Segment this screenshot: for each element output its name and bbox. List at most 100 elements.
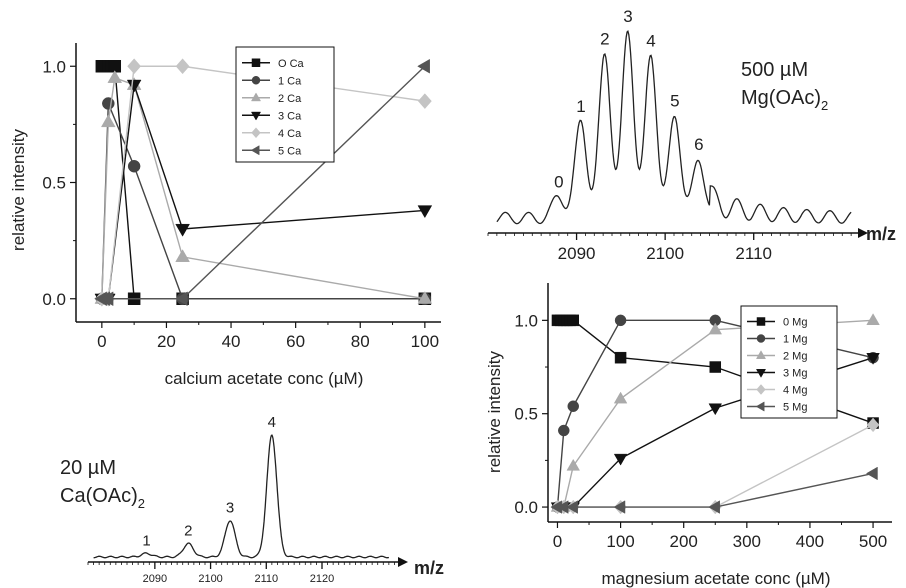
- ca-titration-ticks: 0 20 40 60 80 100 0.0 0.5 1.0: [42, 57, 439, 351]
- series-5-mg: [550, 466, 878, 514]
- data-point: [566, 500, 578, 514]
- mg-spectrum-mz-label: m/z: [866, 224, 896, 244]
- data-point: [613, 391, 628, 404]
- legend-marker: [755, 350, 767, 359]
- x-tick-label: 60: [286, 332, 305, 351]
- legend-label: 2 Mg: [783, 351, 807, 363]
- mz-tick-label: 2090: [143, 573, 167, 585]
- peak-label: 1: [142, 532, 150, 549]
- mz-tick-label: 2110: [735, 244, 772, 263]
- series-line: [557, 424, 874, 508]
- legend-entry: 1 Mg: [747, 334, 807, 346]
- peak-label: 6: [694, 135, 703, 154]
- legend-label: 4 Mg: [783, 385, 807, 397]
- data-point: [613, 453, 628, 466]
- legend-marker: [251, 76, 261, 85]
- data-point: [614, 314, 627, 327]
- ca-spectrum-axis: 2090 2100 2110 2120: [87, 557, 408, 585]
- mz-tick-label: 2090: [558, 244, 596, 263]
- x-tick-label: 0: [553, 532, 562, 551]
- x-tick-label: 400: [796, 532, 824, 551]
- mz-tick-label: 2100: [646, 244, 684, 263]
- x-tick-label: 80: [351, 332, 370, 351]
- legend-entry: 3 Ca: [242, 110, 302, 122]
- legend-marker: [250, 111, 262, 121]
- peak-label: 3: [623, 7, 632, 26]
- legend-entry: 5 Mg: [747, 401, 807, 414]
- data-point: [417, 205, 433, 219]
- legend-marker: [250, 145, 260, 156]
- data-point: [175, 58, 190, 75]
- legend-label: 5 Mg: [783, 402, 807, 414]
- data-point: [614, 351, 627, 364]
- ca-titration-ylabel: relative intensity: [9, 129, 28, 251]
- data-point: [417, 93, 432, 110]
- x-tick-label: 0: [97, 332, 106, 351]
- legend-entry: 4 Mg: [747, 384, 807, 397]
- data-point: [417, 291, 433, 304]
- data-point: [708, 322, 723, 335]
- legend-label: 5 Ca: [278, 145, 302, 157]
- legend-label: 1 Ca: [278, 75, 302, 87]
- peak-label: 4: [268, 414, 276, 431]
- ca-spectrum-condition-line1: 20 µM: [60, 457, 116, 479]
- data-point: [175, 249, 190, 262]
- legend-entry: 3 Mg: [747, 368, 807, 380]
- mg-titration-ticks: 0 100 200 300 400 500 0.0 0.5 1.0: [514, 311, 887, 551]
- legend-label: 1 Mg: [783, 334, 807, 346]
- mg-spectrum-peaks: 0 1 234 5 6: [496, 7, 852, 225]
- legend-marker: [756, 334, 766, 343]
- x-tick-label: 500: [859, 532, 887, 551]
- data-point: [127, 58, 142, 75]
- data-point: [708, 500, 720, 514]
- peak-label: 0: [554, 172, 563, 191]
- data-point: [175, 223, 190, 237]
- legend-marker: [251, 127, 261, 139]
- x-tick-label: 100: [411, 332, 439, 351]
- y-tick-label: 1.0: [42, 57, 66, 76]
- legend-box: [740, 305, 838, 419]
- legend-label: 2 Ca: [278, 93, 302, 105]
- mz-axis-arrow: [858, 228, 868, 238]
- data-point: [127, 159, 141, 173]
- data-point: [709, 361, 722, 373]
- legend-label: 3 Ca: [278, 110, 302, 122]
- mg-spectrum-condition-line2: Mg(OAc)2: [741, 87, 828, 113]
- mg-titration-series: [550, 313, 880, 515]
- data-point: [866, 353, 880, 365]
- data-point: [100, 291, 114, 307]
- legend-marker: [756, 317, 766, 326]
- peak-label: 3: [226, 499, 234, 516]
- data-point: [567, 314, 579, 327]
- legend-label: 0 Mg: [783, 317, 807, 329]
- peak-label: 2: [600, 30, 609, 49]
- data-point: [566, 458, 581, 471]
- series-line: [101, 76, 425, 300]
- mz-axis-arrow: [398, 557, 408, 567]
- data-point: [126, 79, 142, 93]
- ca-spectrum-panel: 2090 2100 2110 2120 1 2 3 4 m/z 20 µM Ca(OAc)2: [60, 414, 444, 585]
- mg-titration-xlabel: magnesium acetate conc (µM): [602, 569, 831, 588]
- mg-spectrum-panel: 2090 2100 2110 0 1 234 5 6 m/z 500 µM Mg(OAc)2: [487, 7, 896, 263]
- mg-spectrum-condition-line1: 500 µM: [741, 59, 808, 81]
- mg-titration-legend: 0 Mg 1 Mg 2 Mg 3 Mg 4 Mg 5 Mg: [740, 305, 838, 419]
- mg-spectrum-axis: 2090 2100 2110: [487, 228, 868, 263]
- ca-titration-xlabel: calcium acetate conc (µM): [165, 369, 364, 388]
- x-tick-label: 20: [157, 332, 176, 351]
- ca-spectrum-peaks: 1 2 3 4: [93, 414, 390, 559]
- y-tick-label: 0.0: [514, 498, 538, 517]
- legend-entry: 5 Ca: [242, 145, 302, 157]
- x-tick-label: 100: [606, 532, 634, 551]
- legend-entry: 4 Ca: [242, 127, 302, 140]
- legend-entry: 1 Ca: [242, 75, 302, 87]
- mg-titration-panel: 0 100 200 300 400 500 0.0 0.5 1.0 relative inten…: [485, 283, 892, 588]
- data-point: [558, 424, 570, 437]
- peak-label: 2: [184, 523, 192, 540]
- mz-tick-label: 2100: [198, 573, 222, 585]
- y-tick-label: 0.5: [42, 174, 66, 193]
- legend-entry: 2 Mg: [747, 350, 807, 363]
- ca-titration-panel: 0 20 40 60 80 100 0.0 0.5 1.0 relative intensity…: [9, 43, 441, 388]
- data-point: [866, 313, 880, 325]
- legend-entry: O Ca: [242, 58, 305, 70]
